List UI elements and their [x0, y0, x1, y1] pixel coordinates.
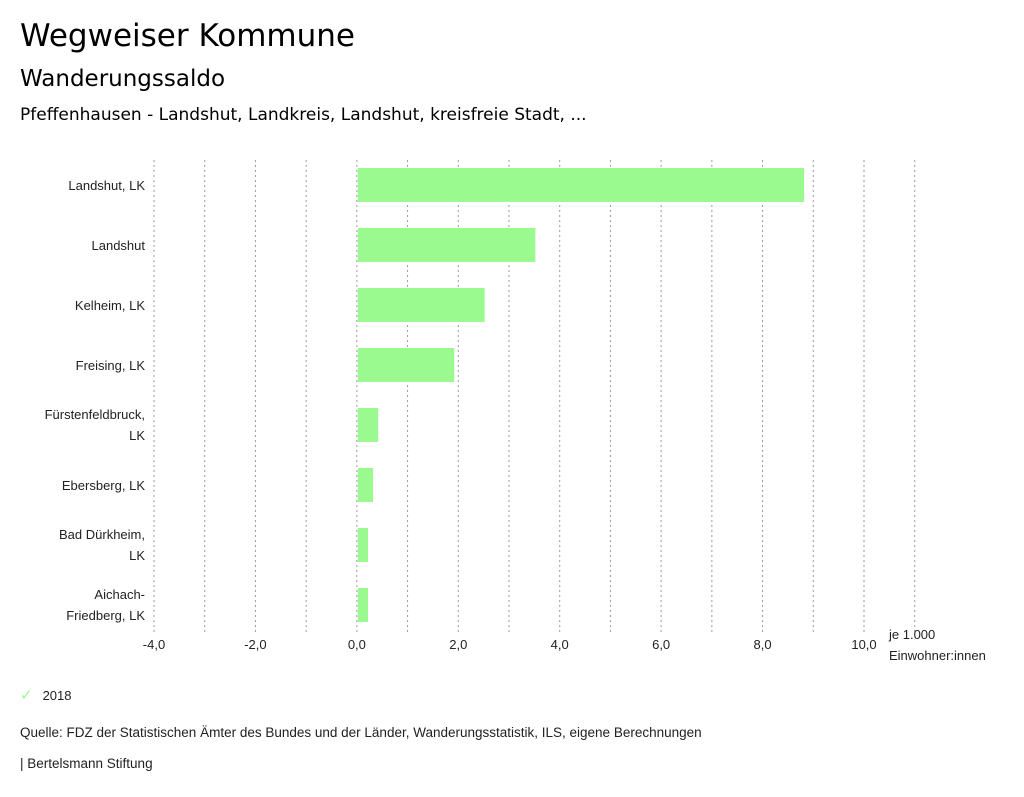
check-icon: ✓	[20, 687, 33, 704]
x-tick-label: 10,0	[851, 637, 876, 652]
category-label: Freising, LK	[15, 355, 145, 376]
x-tick-label: 2,0	[449, 637, 467, 652]
x-tick-label: 4,0	[551, 637, 569, 652]
unit-label-line-1: je 1.000	[889, 627, 936, 642]
category-label: Bad Dürkheim, LK	[15, 524, 145, 566]
credit-note: | Bertelsmann Stiftung	[20, 756, 153, 771]
category-label: Ebersberg, LK	[15, 475, 145, 496]
unit-label: je 1.000 Einwohner:innen	[889, 624, 986, 666]
bar[interactable]	[357, 228, 536, 262]
bar[interactable]	[357, 168, 805, 202]
category-label-line: Kelheim, LK	[74, 297, 145, 313]
bar[interactable]	[357, 288, 485, 322]
category-label-line: Bad Dürkheim,	[59, 527, 145, 542]
category-label-line: Friedberg, LK	[66, 608, 145, 623]
category-label: Landshut	[15, 235, 146, 256]
region-label: Pfeffenhausen - Landshut, Landkreis, Lan…	[20, 105, 587, 125]
bar[interactable]	[357, 468, 374, 502]
chart-title: Wegweiser Kommune	[20, 18, 355, 54]
category-label-line: Fürstenfeldbruck,	[44, 407, 145, 422]
category-label-line: LK	[129, 428, 145, 443]
legend-label: 2018	[42, 687, 72, 703]
category-label-line: Freising, LK	[75, 357, 145, 373]
category-label: Landshut, LK	[15, 175, 145, 196]
legend-item-2018[interactable]: ✓ 2018	[20, 686, 72, 704]
x-tick-label: 6,0	[652, 637, 670, 652]
category-label: Kelheim, LK	[15, 295, 145, 316]
bar[interactable]	[357, 348, 455, 382]
category-label: Fürstenfeldbruck, LK	[15, 404, 145, 446]
x-tick-label: 8,0	[754, 637, 772, 652]
unit-label-line-2: Einwohner:innen	[889, 648, 986, 663]
bar[interactable]	[357, 528, 368, 562]
x-tick-label: -2,0	[244, 637, 266, 652]
category-label-line: Ebersberg, LK	[61, 477, 145, 493]
source-note: Quelle: FDZ der Statistischen Ämter des …	[20, 725, 702, 740]
category-label: Aichach- Friedberg, LK	[15, 584, 145, 626]
bar[interactable]	[357, 588, 368, 622]
bar[interactable]	[357, 408, 379, 442]
x-tick-label: -4,0	[143, 637, 165, 652]
category-label-line: Aichach-	[94, 587, 145, 602]
category-label-line: Landshut, LK	[68, 177, 145, 193]
chart-subtitle: Wanderungssaldo	[20, 66, 226, 92]
category-label-line: Landshut	[91, 237, 146, 253]
category-label-line: LK	[129, 548, 145, 563]
x-tick-label: 0,0	[348, 637, 366, 652]
